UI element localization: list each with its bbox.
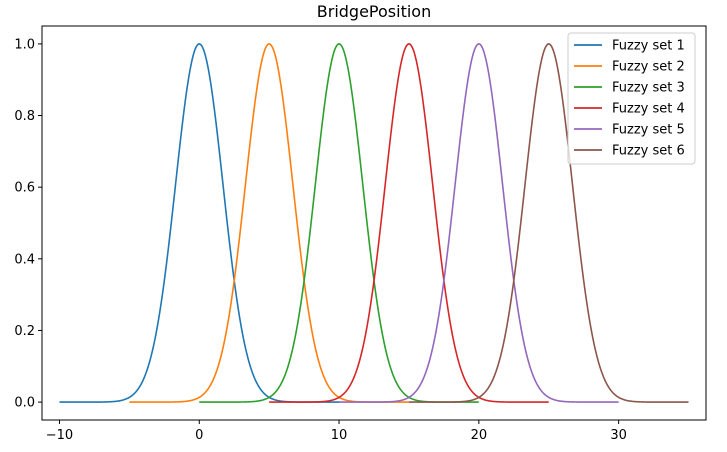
legend-label-6: Fuzzy set 6 (612, 144, 685, 159)
y-tick-label: 0.6 (14, 181, 35, 196)
series-line-5 (338, 43, 619, 403)
legend: Fuzzy set 1 Fuzzy set 2 Fuzzy set 3 Fuzzy s… (567, 32, 696, 165)
y-tick-label: 0.0 (14, 396, 35, 411)
legend-label-1: Fuzzy set 1 (612, 39, 685, 54)
y-axis: 0.0 0.2 0.4 0.6 0.8 1.0 (14, 37, 42, 411)
chart-title: BridgePosition (317, 2, 431, 21)
plot-lines (59, 43, 689, 403)
x-tick-label: 20 (471, 428, 488, 443)
series-line-6 (408, 43, 689, 403)
legend-label-2: Fuzzy set 2 (612, 60, 685, 75)
x-tick-label: −10 (46, 428, 73, 443)
y-tick-label: 0.8 (14, 109, 35, 124)
x-tick-label: 0 (195, 428, 203, 443)
legend-label-5: Fuzzy set 5 (612, 123, 685, 138)
plot-frame (41, 25, 707, 421)
y-tick-label: 0.2 (14, 324, 35, 339)
y-tick-label: 0.4 (14, 252, 35, 267)
legend-label-4: Fuzzy set 4 (612, 102, 685, 117)
x-tick-label: 30 (610, 428, 627, 443)
legend-label-3: Fuzzy set 3 (612, 81, 685, 96)
y-tick-label: 1.0 (14, 37, 35, 52)
x-axis: −10 0 10 20 30 (46, 420, 627, 443)
x-tick-label: 10 (331, 428, 348, 443)
series-line-4 (269, 43, 549, 403)
